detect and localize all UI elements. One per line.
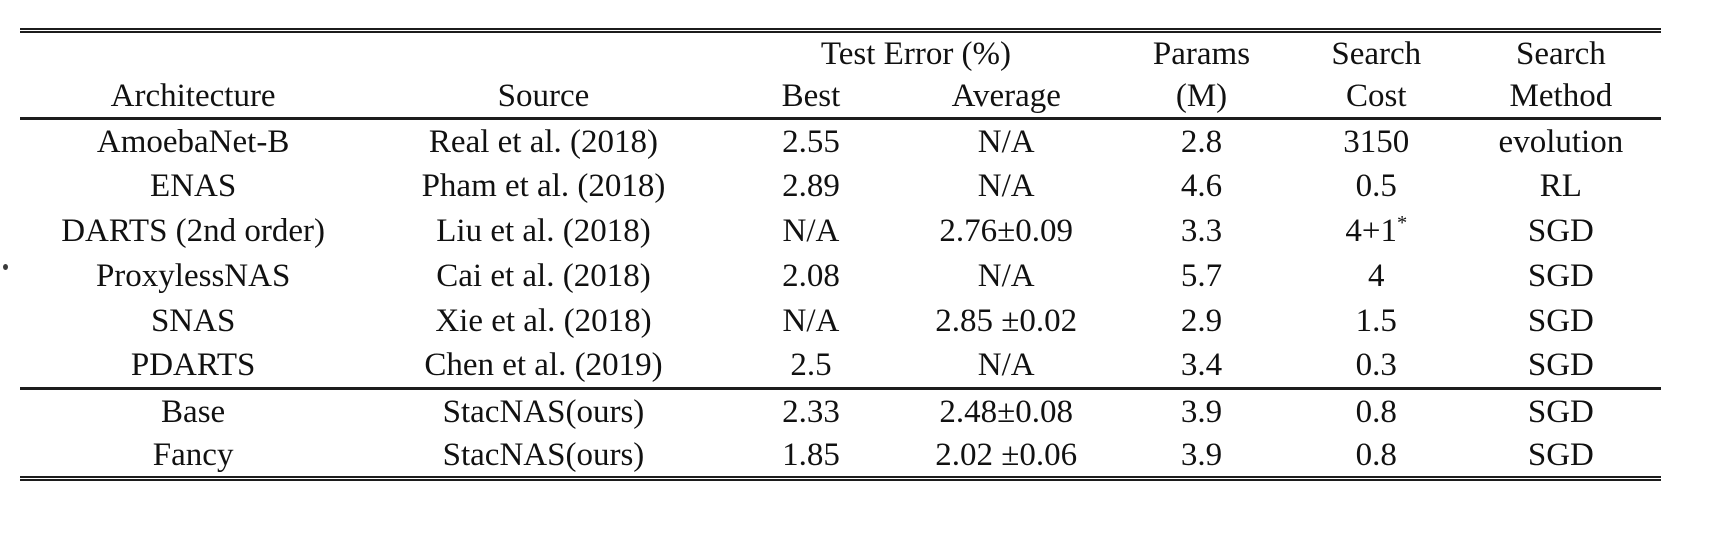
cell-search-cost: 0.3 <box>1291 343 1461 390</box>
col-header-search-method-line2: Method <box>1460 74 1661 120</box>
cell-source: Xie et al. (2018) <box>435 302 652 339</box>
col-header-params-line1: Params <box>1152 35 1251 72</box>
cell-search-cost: 0.5 <box>1292 164 1461 209</box>
cell-search-method: RL <box>1539 167 1582 204</box>
table-row-stacnas-fancy: Fancy StacNAS(ours) 1.85 2.02 ±0.06 3.9 … <box>20 434 1661 479</box>
cell-best: 2.33 <box>782 393 840 430</box>
cell-best: N/A <box>782 302 840 339</box>
table-body: AmoebaNet-B Real et al. (2018) 2.55 N/A … <box>20 119 1661 479</box>
cell-params: 2.8 <box>1180 123 1223 160</box>
header-row-bottom: Architecture Source Best Average (M) Cos… <box>20 74 1661 120</box>
search-cost-value: 0.8 <box>1355 436 1397 473</box>
cell-architecture: AmoebaNet-B <box>96 123 290 160</box>
cell-source: Liu et al. (2018) <box>436 212 651 249</box>
cell-average: N/A <box>977 167 1035 204</box>
cell-params: 4.6 <box>1180 167 1223 204</box>
cell-search-method: SGD <box>1527 436 1594 473</box>
cell-source: StacNAS(ours) <box>442 436 645 473</box>
cell-params: 3.9 <box>1180 436 1223 473</box>
table-row-stacnas-base: Base StacNAS(ours) 2.33 2.48±0.08 3.9 0.… <box>20 389 1661 434</box>
cell-source: Chen et al. (2019) <box>366 343 721 390</box>
cell-search-cost: 4+1* <box>1292 209 1461 254</box>
cell-architecture: DARTS (2nd order) <box>61 212 326 249</box>
cell-search-cost: 0.8 <box>1292 389 1461 434</box>
col-header-search-method-line1: Search <box>1515 35 1606 72</box>
col-header-average: Average <box>901 74 1112 120</box>
cell-best: 2.89 <box>782 167 840 204</box>
cell-average: 2.02 ±0.06 <box>935 436 1078 473</box>
cell-best: 2.5 <box>720 343 902 390</box>
cell-architecture: PDARTS <box>20 343 367 390</box>
cell-best: N/A <box>782 212 840 249</box>
cell-best: 1.85 <box>782 436 840 473</box>
cell-search-method: SGD <box>1527 302 1594 339</box>
cell-params: 5.7 <box>1180 257 1223 294</box>
col-header-test-error: Test Error (%) <box>820 35 1012 72</box>
cell-architecture: ENAS <box>150 167 237 204</box>
cell-search-method: SGD <box>1527 257 1594 294</box>
cell-average: 2.85 ±0.02 <box>935 302 1078 339</box>
table-row-enas: ENAS Pham et al. (2018) 2.89 N/A 4.6 0.5… <box>20 164 1661 209</box>
search-cost-value: 3150 <box>1343 123 1410 160</box>
cell-average: N/A <box>901 343 1112 390</box>
search-cost-value: 0.3 <box>1355 347 1397 384</box>
cell-best: 2.55 <box>782 123 840 160</box>
table-row-proxylessnas: ProxylessNAS Cai et al. (2018) 2.08 N/A … <box>20 254 1661 299</box>
cell-source: Cai et al. (2018) <box>436 257 651 294</box>
cell-search-method: evolution <box>1498 123 1624 160</box>
cell-source: Real et al. (2018) <box>428 123 659 160</box>
cell-architecture: SNAS <box>150 302 236 339</box>
cell-average: N/A <box>977 123 1035 160</box>
cell-average: N/A <box>977 257 1035 294</box>
cell-average: 2.76±0.09 <box>939 212 1074 249</box>
cell-search-cost: 3150 <box>1292 119 1461 164</box>
cell-search-cost: 1.5 <box>1292 299 1461 344</box>
nas-results-table: Test Error (%) Params Search Search Arch… <box>20 28 1661 481</box>
cell-average: 2.48±0.08 <box>939 393 1074 430</box>
search-cost-value: 4 <box>1368 257 1385 294</box>
table-row-pdarts: PDARTS Chen et al. (2019) 2.5 N/A 3.4 0.… <box>20 343 1661 390</box>
cell-source: StacNAS(ours) <box>442 393 645 430</box>
col-header-source: Source <box>366 74 721 120</box>
search-cost-superscript: * <box>1396 211 1408 234</box>
cell-search-method: SGD <box>1460 343 1661 390</box>
cell-search-method: SGD <box>1527 212 1594 249</box>
cell-architecture: Fancy <box>152 436 234 473</box>
search-cost-value: 1.5 <box>1355 302 1397 339</box>
col-header-search-cost-line2: Cost <box>1291 74 1461 120</box>
cell-params: 3.9 <box>1180 393 1223 430</box>
col-header-architecture: Architecture <box>20 74 367 120</box>
cell-search-cost: 0.8 <box>1292 434 1461 479</box>
cell-params: 2.9 <box>1180 302 1223 339</box>
table-row-snas: SNAS Xie et al. (2018) N/A 2.85 ±0.02 2.… <box>20 299 1661 344</box>
search-cost-value: 0.8 <box>1355 393 1397 430</box>
table-row-darts: DARTS (2nd order) Liu et al. (2018) N/A … <box>20 209 1661 254</box>
cell-params: 3.4 <box>1111 343 1292 390</box>
cell-params: 3.3 <box>1180 212 1223 249</box>
cell-search-cost: 4 <box>1292 254 1461 299</box>
cell-best: 2.08 <box>782 257 840 294</box>
table-header: Test Error (%) Params Search Search Arch… <box>20 31 1661 120</box>
col-header-search-cost-line1: Search <box>1331 35 1422 72</box>
search-cost-value: 0.5 <box>1355 167 1397 204</box>
col-header-best: Best <box>720 74 902 120</box>
header-row-top: Test Error (%) Params Search Search <box>20 31 1661 75</box>
search-cost-value: 4+1 <box>1345 212 1397 249</box>
cell-search-method: SGD <box>1527 393 1594 430</box>
col-header-params-line2: (M) <box>1111 74 1292 120</box>
header-spacer <box>20 31 721 75</box>
cell-source: Pham et al. (2018) <box>421 167 666 204</box>
table-row-amoebanet: AmoebaNet-B Real et al. (2018) 2.55 N/A … <box>20 119 1661 164</box>
cell-architecture: ProxylessNAS <box>95 257 291 294</box>
ink-speck <box>3 264 8 270</box>
cell-architecture: Base <box>161 393 226 430</box>
